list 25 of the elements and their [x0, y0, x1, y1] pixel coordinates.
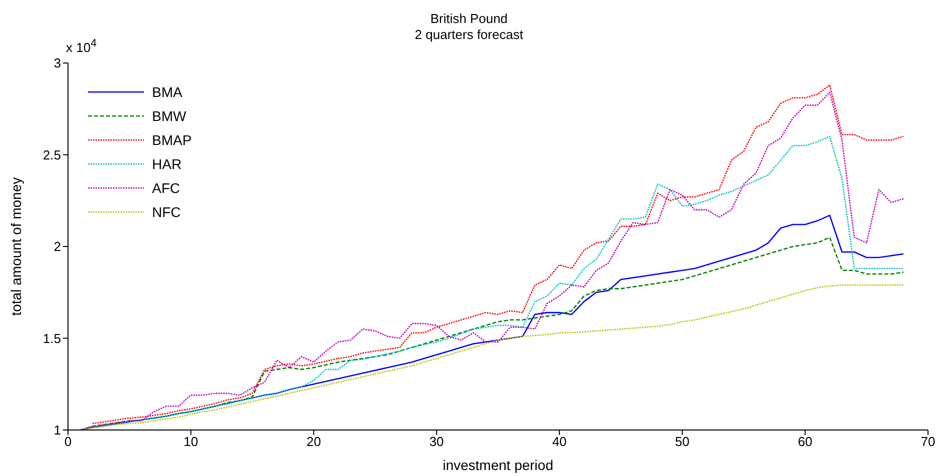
x-tick-label: 10	[184, 434, 198, 450]
y-tick-label: 2.5	[42, 147, 61, 162]
y-tick-label: 1.5	[42, 330, 61, 346]
legend-label: NFC	[152, 204, 181, 220]
legend-label: BMW	[152, 108, 186, 124]
y-tick-label: 3	[54, 56, 61, 71]
x-tick-label: 40	[552, 434, 567, 450]
legend-label: BMAP	[152, 132, 192, 148]
y-axis-title: total amount of money	[8, 177, 24, 316]
text: x 10$^{4}$	[66, 38, 97, 56]
y-tick-label: 1	[54, 422, 61, 438]
chart-title: British Pound	[429, 11, 509, 27]
x-axis-title: investment period	[442, 457, 554, 473]
legend-label: BMA	[152, 84, 182, 100]
chart-subtitle: 2 quarters forecast	[414, 27, 524, 42]
x-tick-label: 20	[306, 434, 321, 450]
legend-label: HAR	[152, 156, 182, 172]
y-tick-label: 2	[54, 239, 61, 254]
x-tick-label: 70	[920, 434, 936, 450]
line-series	[80, 284, 904, 430]
x-tick-label: 0	[64, 434, 72, 450]
x-tick-label: 30	[429, 434, 444, 450]
legend-label: AFC	[152, 180, 180, 196]
x-tick-label: 60	[798, 434, 812, 450]
x-tick-label: 50	[675, 434, 690, 450]
